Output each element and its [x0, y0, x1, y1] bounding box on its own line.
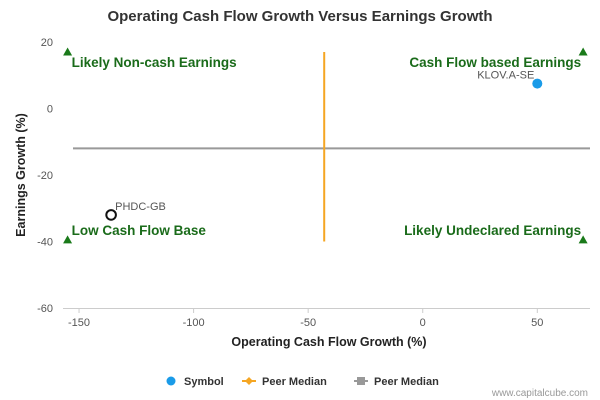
corner-triangle-marker: [63, 47, 73, 56]
corner-triangle-marker: [578, 235, 588, 244]
y-tick-label: -40: [37, 237, 53, 249]
x-tick-label: 50: [531, 317, 543, 329]
legend-item[interactable]: Peer Median: [242, 376, 327, 388]
y-tick-label: -60: [37, 303, 53, 315]
legend-label: Peer Median: [374, 376, 439, 388]
data-point-label: KLOV.A-SE: [477, 70, 534, 82]
quadrant-label-bottom-right: Likely Undeclared Earnings: [404, 223, 581, 238]
chart-title: Operating Cash Flow Growth Versus Earnin…: [107, 8, 492, 25]
quadrant-labels: Likely Non-cash Earnings Cash Flow based …: [72, 55, 582, 238]
quadrant-label-top-right: Cash Flow based Earnings: [409, 55, 581, 70]
legend-item[interactable]: Peer Median: [354, 376, 439, 388]
y-tick-label: 20: [41, 37, 53, 49]
corner-triangle-marker: [63, 235, 73, 244]
credit-text: www.capitalcube.com: [491, 388, 588, 399]
legend-label: Symbol: [184, 376, 224, 388]
y-axis-title: Earnings Growth (%): [14, 113, 28, 237]
data-point-label: PHDC-GB: [115, 201, 166, 213]
quadrant-label-top-left: Likely Non-cash Earnings: [72, 55, 237, 70]
y-tick-label: 0: [47, 104, 53, 116]
x-tick-label: 0: [420, 317, 426, 329]
legend[interactable]: Symbol Peer Median Peer Median: [166, 376, 440, 388]
legend-circle-icon: [166, 376, 176, 386]
legend-square-icon: [357, 377, 365, 385]
x-axis-title: Operating Cash Flow Growth (%): [231, 335, 426, 349]
x-tick-label: -150: [68, 317, 90, 329]
data-point: [532, 78, 543, 89]
data-points: KLOV.A-SE PHDC-GB: [105, 70, 543, 221]
y-tick-label: -20: [37, 170, 53, 182]
legend-diamond-icon: [245, 377, 253, 385]
quadrant-label-bottom-left: Low Cash Flow Base: [72, 223, 207, 238]
y-axis-ticks: 20 0 -20 -40 -60: [37, 37, 53, 315]
peer-median-lines: [73, 51, 590, 242]
x-tick-label: -100: [183, 317, 205, 329]
corner-markers: [63, 47, 588, 244]
x-tick-label: -50: [300, 317, 316, 329]
data-point: [105, 209, 117, 221]
x-axis-ticks: -150 -100 -50 0 50: [68, 308, 543, 329]
legend-item[interactable]: Symbol: [166, 376, 224, 388]
corner-triangle-marker: [578, 47, 588, 56]
legend-label: Peer Median: [262, 376, 327, 388]
